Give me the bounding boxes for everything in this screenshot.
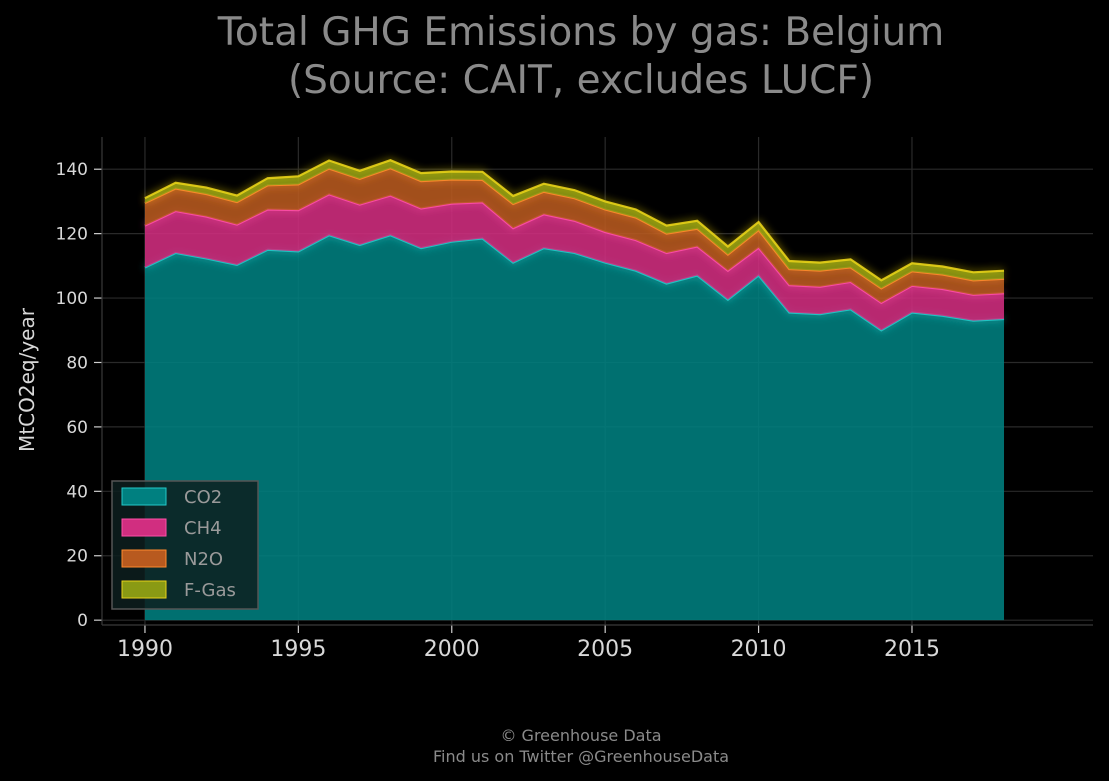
y-tick-label: 0: [77, 611, 88, 631]
y-tick-label: 80: [66, 353, 88, 373]
footer-twitter: Find us on Twitter @GreenhouseData: [433, 747, 729, 766]
legend-swatch: [121, 518, 167, 537]
y-tick-label: 60: [66, 418, 88, 438]
x-tick-label: 2010: [731, 637, 787, 662]
x-tick-label: 2005: [577, 637, 633, 662]
legend-label: N2O: [184, 549, 223, 570]
area-ch4: [144, 194, 1005, 331]
legend: CO2 CH4 N2O F-Gas: [111, 480, 259, 610]
y-axis-label: MtCO2eq/year: [15, 307, 39, 452]
area-co2: [144, 235, 1005, 621]
legend-label: F-Gas: [184, 580, 236, 601]
legend-label: CH4: [184, 518, 222, 539]
chart-subtitle: (Source: CAIT, excludes LUCF): [288, 58, 874, 103]
legend-label: CO2: [184, 487, 222, 508]
series-line-f-gas: [144, 159, 1005, 282]
axes: 0 20 40 60 80 100 120 140 1990 1995 2000 2005 2010 20…: [56, 137, 1093, 662]
x-tick-label: 1995: [270, 637, 326, 662]
x-tick-label: 2000: [424, 637, 480, 662]
footer-copyright: © Greenhouse Data: [500, 726, 661, 745]
legend-swatch: [121, 580, 167, 599]
y-tick-label: 40: [66, 482, 88, 502]
y-tick-label: 120: [56, 225, 88, 245]
chart-title: Total GHG Emissions by gas: Belgium: [217, 10, 945, 55]
legend-swatch: [121, 549, 167, 568]
y-tick-label: 100: [56, 289, 88, 309]
x-tick-label: 2015: [884, 637, 940, 662]
legend-swatch: [121, 487, 167, 506]
y-tick-label: 20: [66, 547, 88, 567]
y-tick-label: 140: [56, 160, 88, 180]
x-tick-label: 1990: [117, 637, 173, 662]
plot-areas: [144, 159, 1005, 621]
